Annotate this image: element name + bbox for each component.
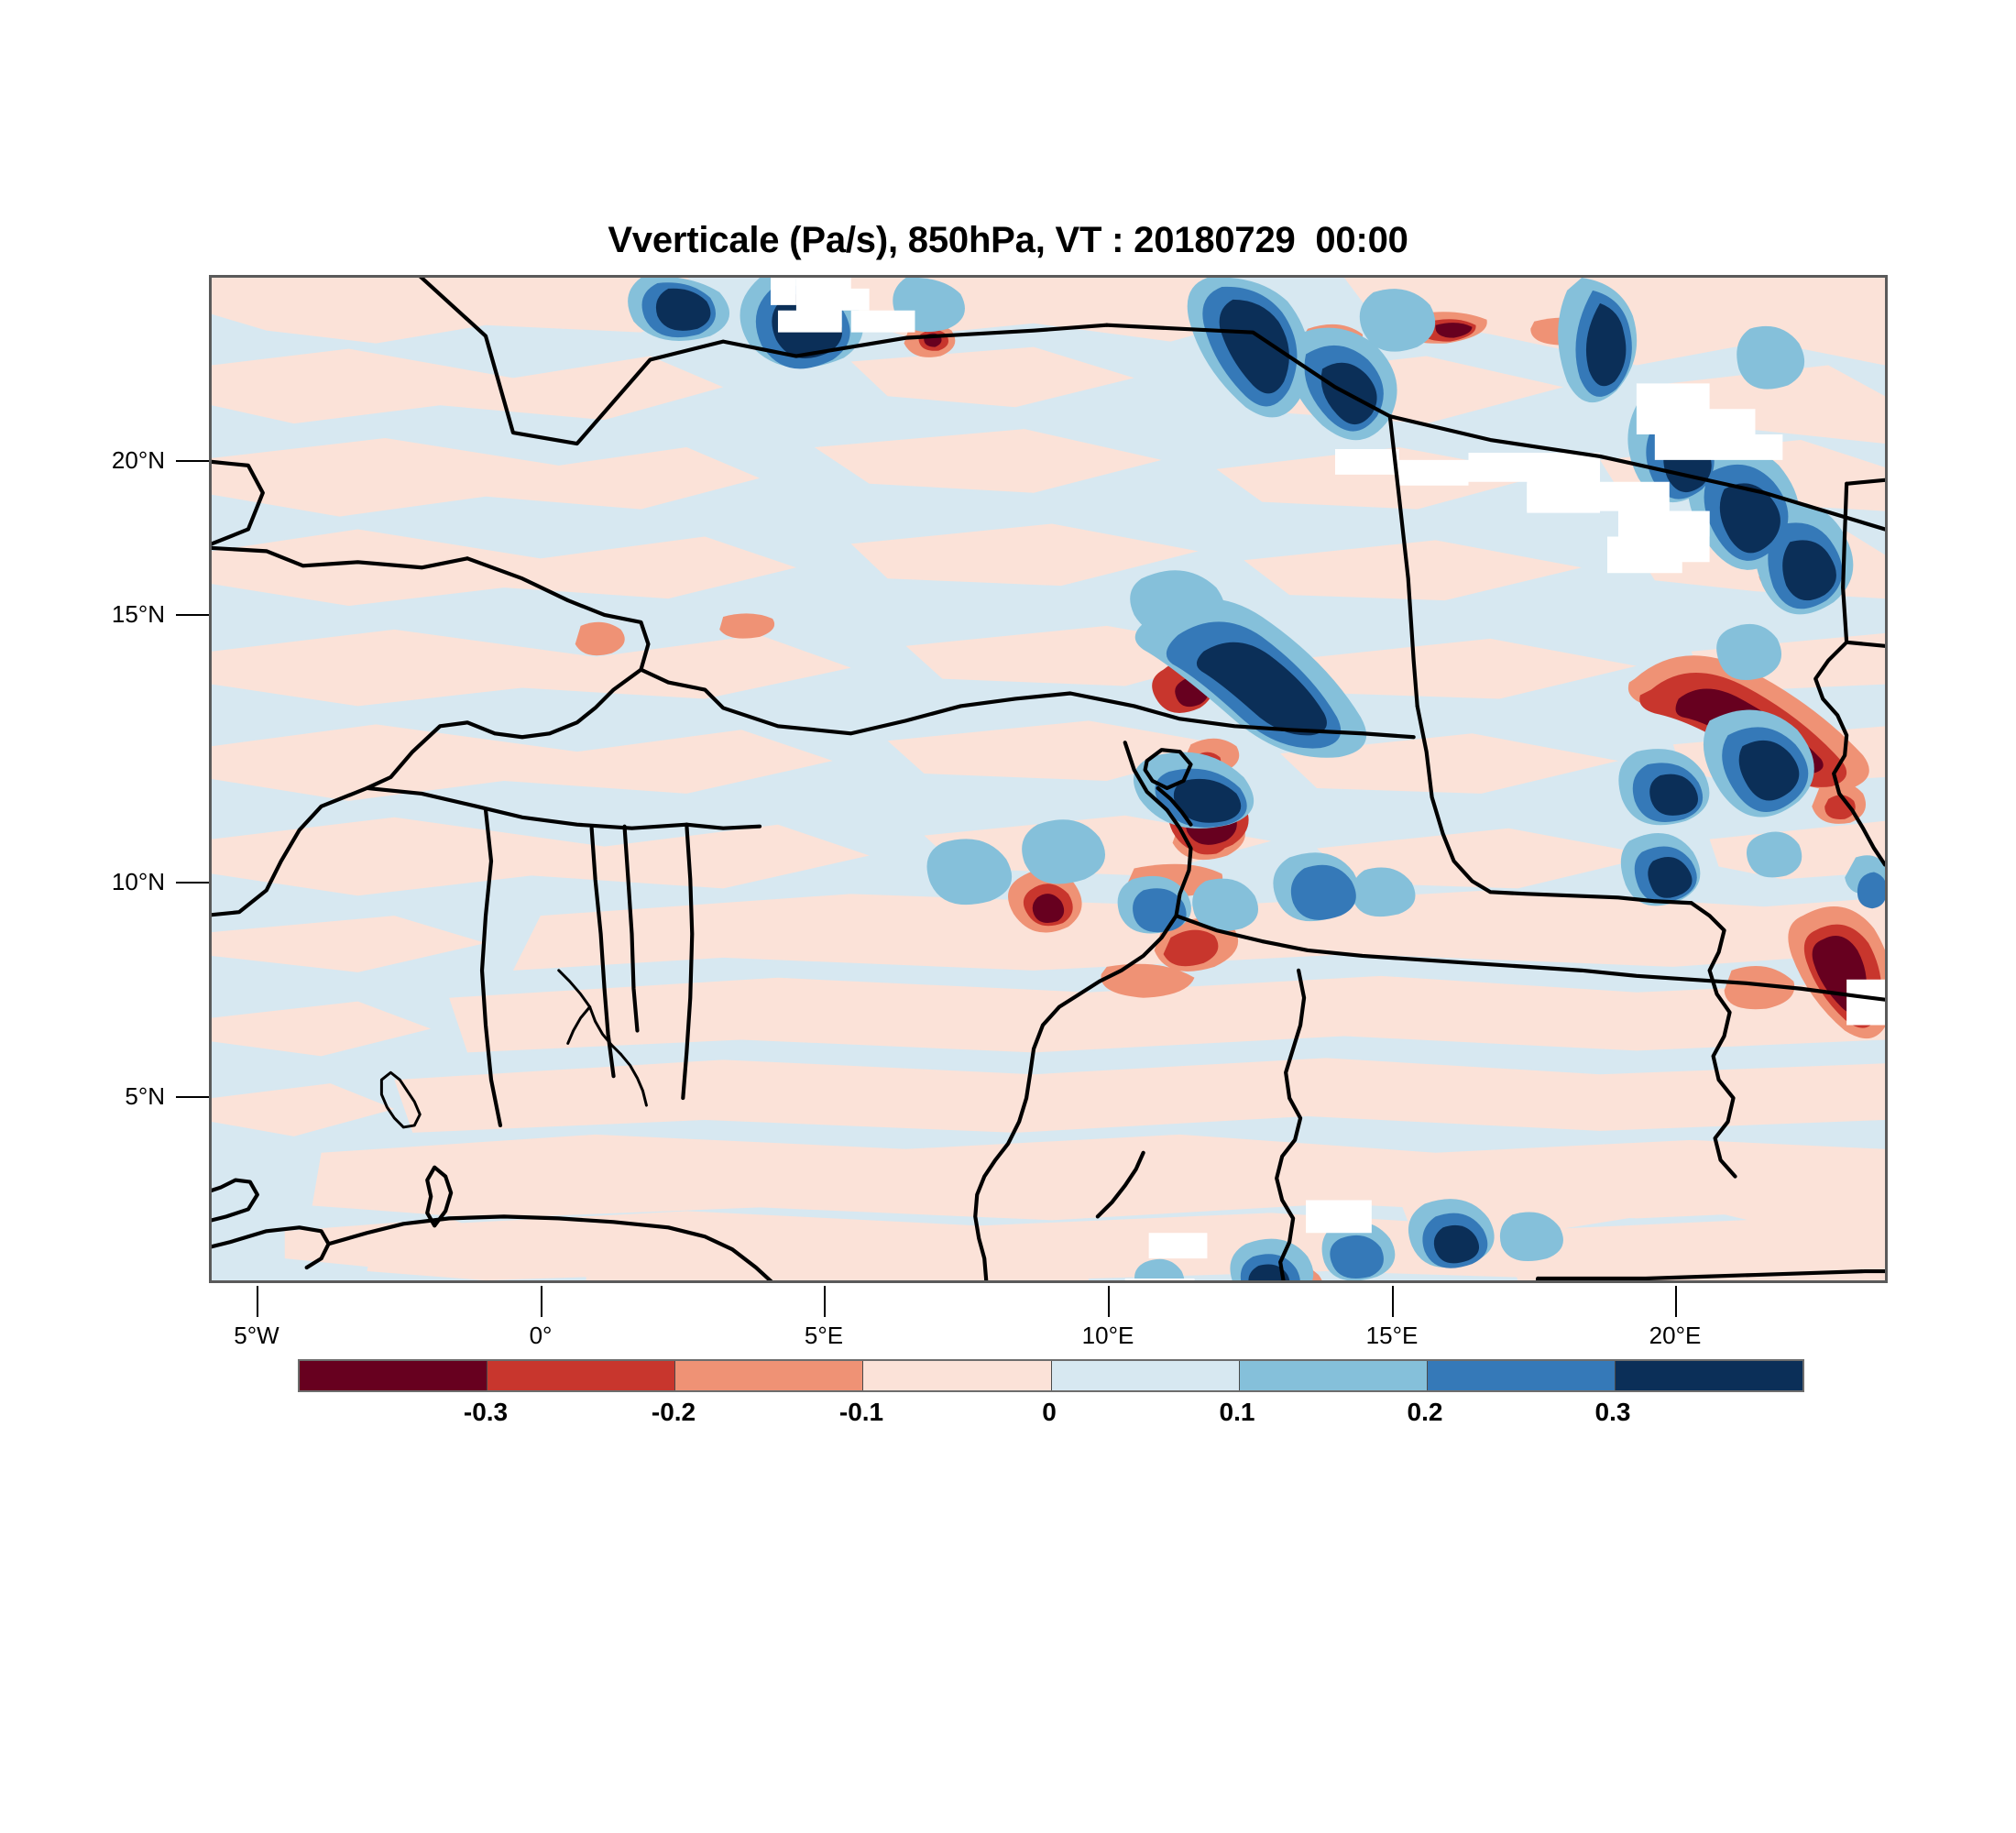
y-axis-label-10N: 10°N (111, 868, 165, 895)
y-tick-20N (176, 460, 209, 462)
y-axis-label-20N: 20°N (111, 446, 165, 474)
colorbar-tick-0_2: 0.2 (1407, 1398, 1443, 1426)
x-tick-20E (1675, 1286, 1677, 1317)
page-title: Vverticale (Pa/s), 850hPa, VT : 20180729… (608, 220, 1408, 260)
map-plot-area[interactable] (209, 275, 1888, 1283)
colorbar-tick-0_3: 0.3 (1594, 1398, 1631, 1426)
y-axis-label-15N: 15°N (111, 600, 165, 628)
colorbar-segment-4 (1050, 1361, 1239, 1390)
y-axis-label-5N: 5°N (125, 1082, 165, 1110)
x-tick-0 (541, 1286, 542, 1317)
colorbar-tick-zero: 0 (1042, 1398, 1057, 1426)
colorbar-segment-1 (487, 1361, 675, 1390)
x-tick-5E (824, 1286, 826, 1317)
colorbar-tick-minus0_2: -0.2 (651, 1398, 696, 1426)
x-axis-label-10E: 10°E (1081, 1322, 1134, 1349)
colorbar-segment-2 (674, 1361, 863, 1390)
colorbar-segment-5 (1238, 1361, 1427, 1390)
x-axis-label-0: 0° (529, 1322, 553, 1349)
map-field-svg (212, 278, 1885, 1280)
y-tick-15N (176, 614, 209, 616)
x-axis-label-5E: 5°E (804, 1322, 844, 1349)
x-tick-5W (257, 1286, 258, 1317)
x-tick-15E (1392, 1286, 1394, 1317)
colorbar-tick-minus0_1: -0.1 (838, 1398, 884, 1426)
colorbar-segment-7 (1614, 1361, 1802, 1390)
x-axis-label-20E: 20°E (1649, 1322, 1702, 1349)
y-tick-5N (176, 1096, 209, 1098)
colorbar[interactable] (298, 1359, 1804, 1392)
colorbar-segment-0 (300, 1361, 488, 1390)
colorbar-tick-0_1: 0.1 (1219, 1398, 1255, 1426)
x-axis-label-15E: 15°E (1365, 1322, 1419, 1349)
x-axis-label-5W: 5°W (234, 1322, 279, 1349)
colorbar-segment-6 (1426, 1361, 1615, 1390)
colorbar-segment-3 (862, 1361, 1051, 1390)
y-tick-10N (176, 882, 209, 884)
colorbar-tick-minus0_3: -0.3 (463, 1398, 509, 1426)
x-tick-10E (1108, 1286, 1110, 1317)
